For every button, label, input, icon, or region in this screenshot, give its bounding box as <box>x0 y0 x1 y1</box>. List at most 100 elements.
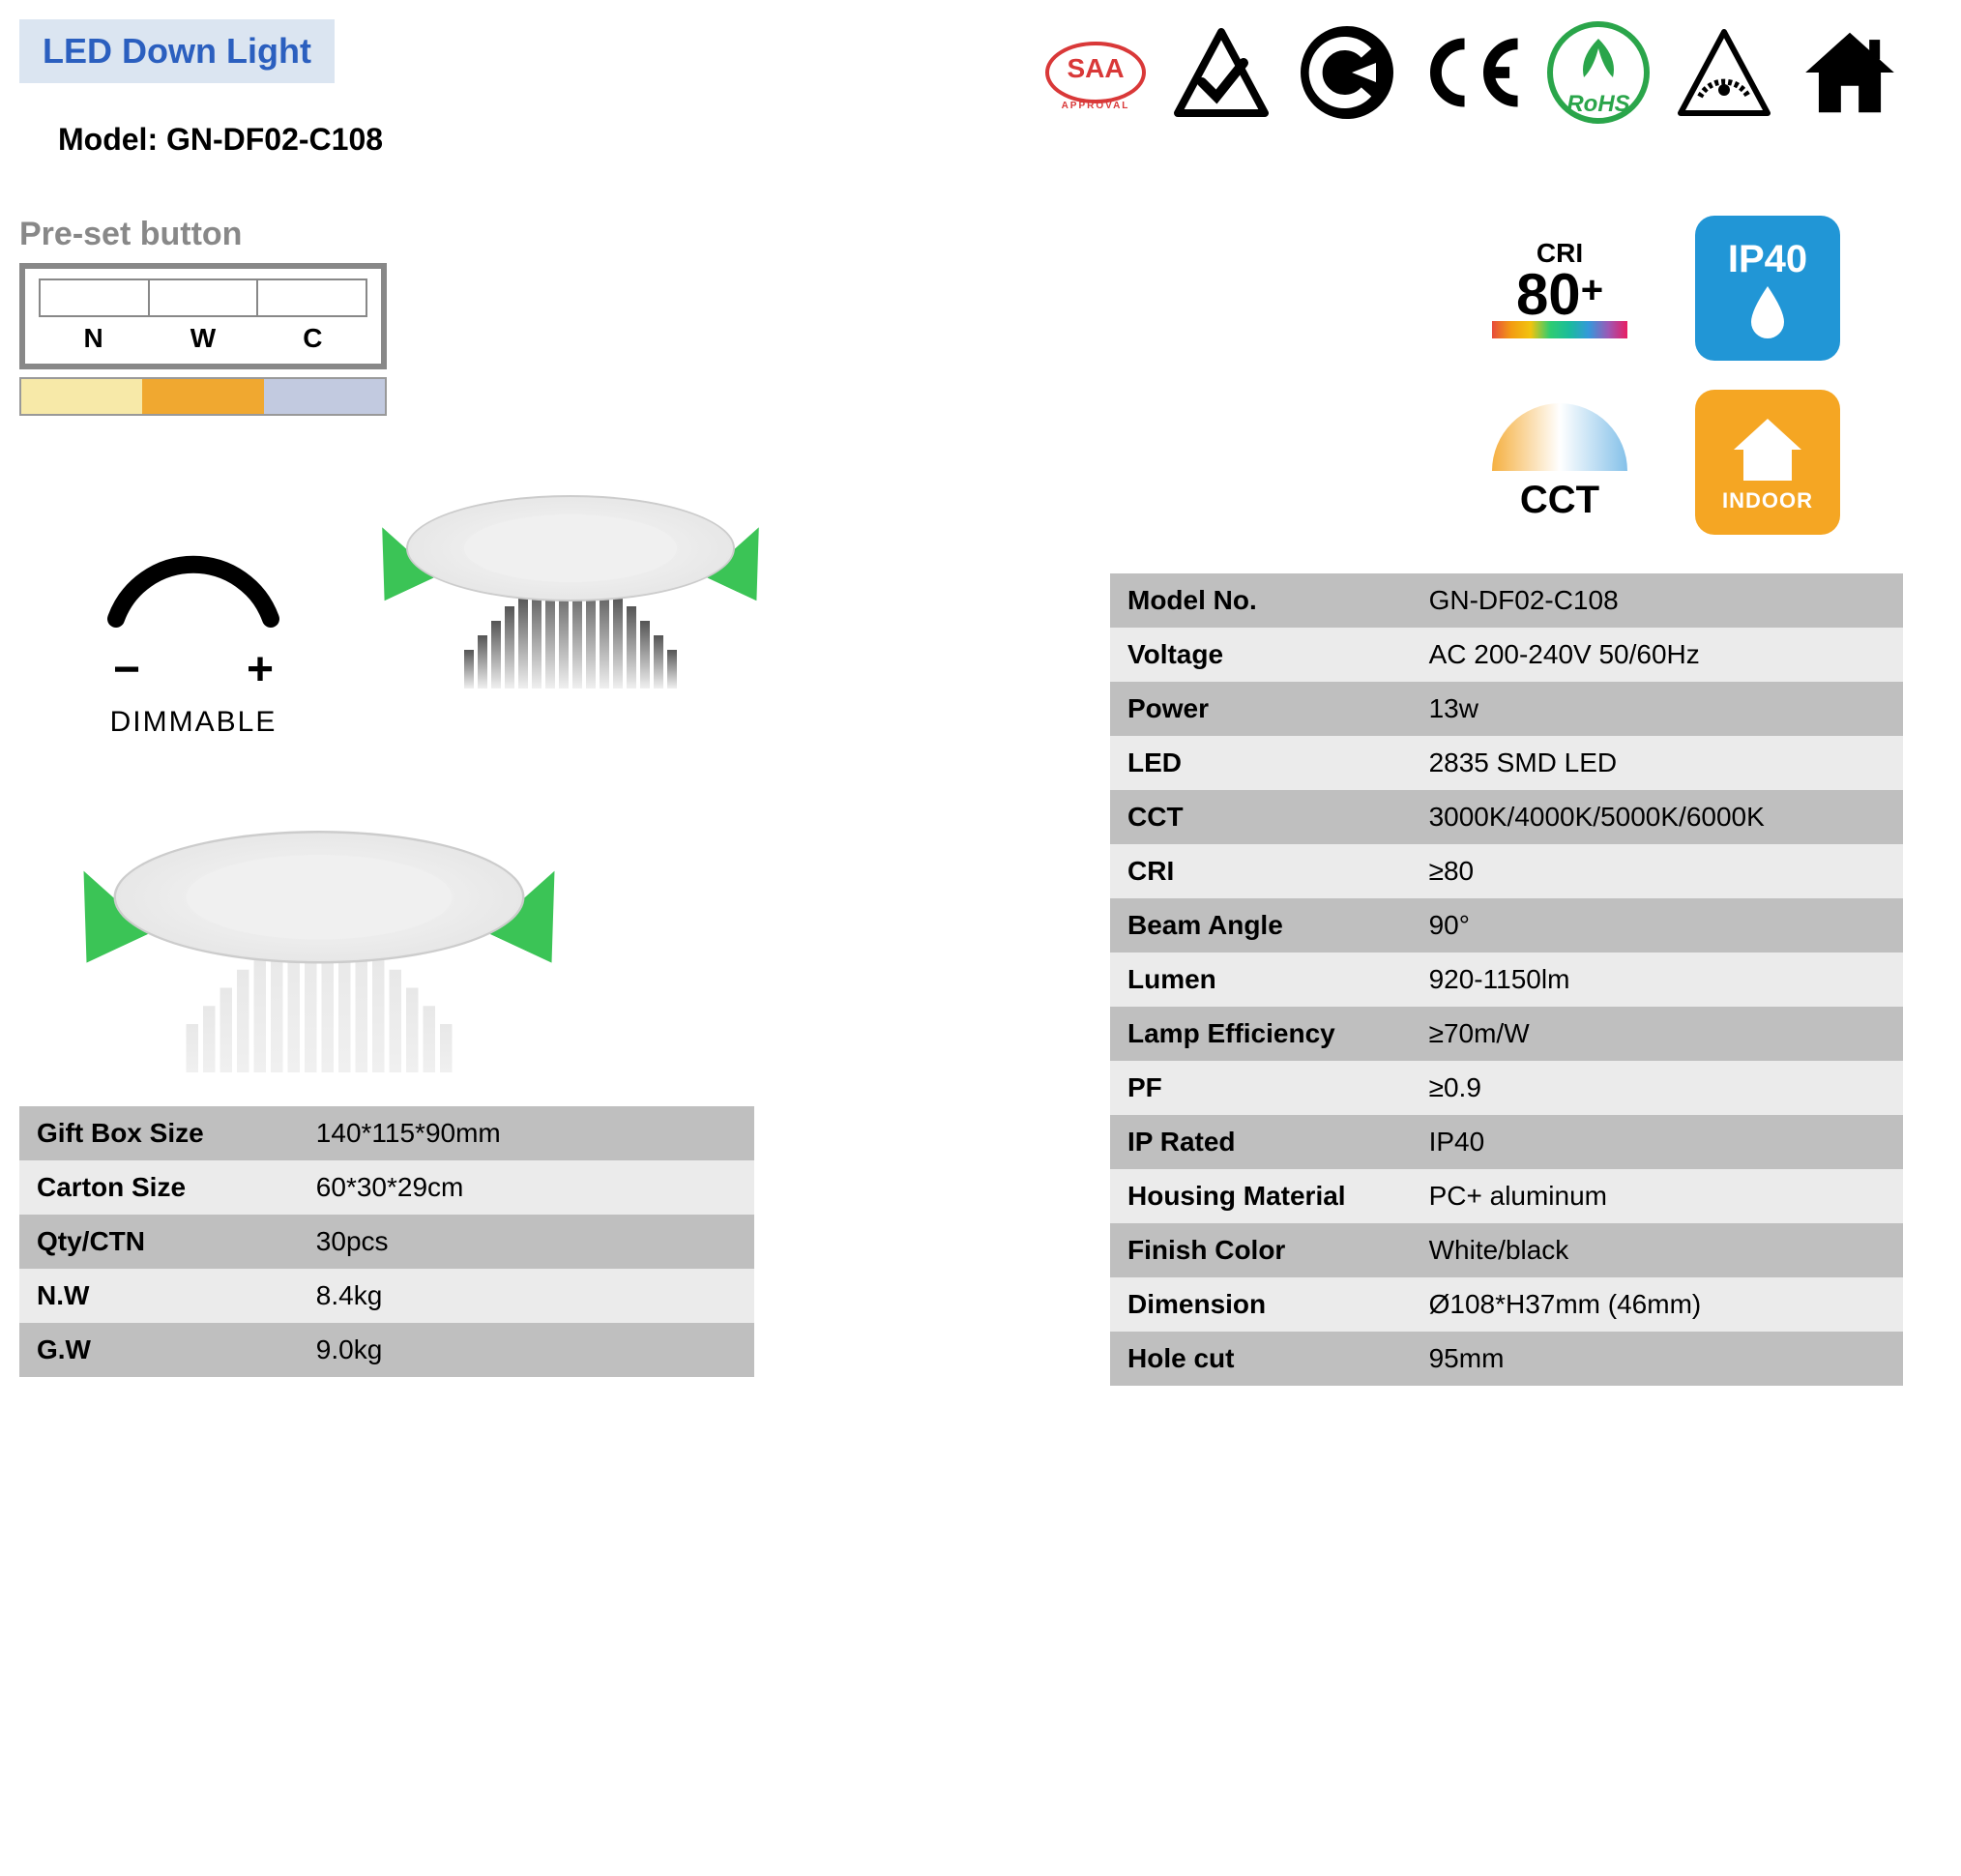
spec-value: ≥70m/W <box>1412 1007 1903 1061</box>
spec-key: Beam Angle <box>1110 898 1412 953</box>
dim-plus: + <box>247 643 274 696</box>
preset-cell-n <box>41 280 150 315</box>
spec-value: White/black <box>1412 1223 1903 1277</box>
color-seg-neutral <box>142 379 263 414</box>
pack-value: 8.4kg <box>299 1269 754 1323</box>
rcm-icon <box>1168 19 1274 126</box>
spec-value: AC 200-240V 50/60Hz <box>1412 628 1903 682</box>
certification-row: SAA APPROVAL <box>1042 19 1903 126</box>
spec-key: IP Rated <box>1110 1115 1412 1169</box>
pack-row: N.W8.4kg <box>19 1269 754 1323</box>
spec-value: ≥0.9 <box>1412 1061 1903 1115</box>
preset-cell-c <box>258 280 366 315</box>
spec-key: CCT <box>1110 790 1412 844</box>
preset-letter-n: N <box>39 323 148 354</box>
spec-key: Voltage <box>1110 628 1412 682</box>
spec-row: Finish ColorWhite/black <box>1110 1223 1903 1277</box>
indoor-label: INDOOR <box>1722 488 1813 513</box>
spec-row: CCT3000K/4000K/5000K/6000K <box>1110 790 1903 844</box>
spec-row: Lumen920-1150lm <box>1110 953 1903 1007</box>
spec-row: CRI≥80 <box>1110 844 1903 898</box>
preset-letter-c: C <box>258 323 367 354</box>
spec-key: Lamp Efficiency <box>1110 1007 1412 1061</box>
pack-value: 60*30*29cm <box>299 1160 754 1215</box>
spec-row: PF≥0.9 <box>1110 1061 1903 1115</box>
cct-badge: CCT <box>1478 390 1642 535</box>
spec-row: Hole cut95mm <box>1110 1332 1903 1386</box>
pack-row: Qty/CTN30pcs <box>19 1215 754 1269</box>
dim-minus: − <box>113 643 140 696</box>
pack-row: G.W9.0kg <box>19 1323 754 1377</box>
product-image-white-heatsink <box>66 806 573 1097</box>
model-number: GN-DF02-C108 <box>166 122 383 157</box>
preset-title: Pre-set button <box>19 216 890 253</box>
svg-text:RoHS: RoHS <box>1566 91 1629 117</box>
spec-key: Finish Color <box>1110 1223 1412 1277</box>
spec-value: 3000K/4000K/5000K/6000K <box>1412 790 1903 844</box>
cri-value: 80 <box>1516 269 1581 321</box>
color-seg-cool <box>264 379 385 414</box>
cct-arc <box>1492 403 1627 471</box>
dimmable-symbol: − + DIMMABLE <box>58 503 329 739</box>
cct-label: CCT <box>1520 479 1599 522</box>
rohs-icon: RoHS <box>1545 19 1652 126</box>
ip-label: IP40 <box>1728 238 1807 281</box>
spec-value: 95mm <box>1412 1332 1903 1386</box>
svg-text:SAA: SAA <box>1067 53 1124 83</box>
spec-key: Power <box>1110 682 1412 736</box>
spec-row: Model No.GN-DF02-C108 <box>1110 573 1903 628</box>
pack-key: Carton Size <box>19 1160 299 1215</box>
spec-key: Lumen <box>1110 953 1412 1007</box>
spec-row: Housing MaterialPC+ aluminum <box>1110 1169 1903 1223</box>
ip-badge: IP40 <box>1695 216 1840 361</box>
spec-key: Hole cut <box>1110 1332 1412 1386</box>
ce-icon <box>1420 19 1526 126</box>
cri-rainbow <box>1492 321 1627 338</box>
color-seg-warm <box>21 379 142 414</box>
spec-value: IP40 <box>1412 1115 1903 1169</box>
product-category-tag: LED Down Light <box>19 19 335 83</box>
indoor-badge: INDOOR <box>1695 390 1840 535</box>
specification-table: Model No.GN-DF02-C108VoltageAC 200-240V … <box>1110 573 1903 1386</box>
pack-key: N.W <box>19 1269 299 1323</box>
spec-key: Dimension <box>1110 1277 1412 1332</box>
spec-value: GN-DF02-C108 <box>1412 573 1903 628</box>
saa-icon: SAA APPROVAL <box>1042 19 1149 126</box>
model-prefix: Model: <box>58 122 166 157</box>
spec-row: LED2835 SMD LED <box>1110 736 1903 790</box>
spec-key: Housing Material <box>1110 1169 1412 1223</box>
pack-key: G.W <box>19 1323 299 1377</box>
preset-switch-diagram: N W C <box>19 263 387 369</box>
dimmable-label: DIMMABLE <box>58 706 329 739</box>
svg-text:APPROVAL: APPROVAL <box>1062 101 1130 111</box>
spec-value: Ø108*H37mm (46mm) <box>1412 1277 1903 1332</box>
pack-key: Gift Box Size <box>19 1106 299 1160</box>
pack-value: 9.0kg <box>299 1323 754 1377</box>
spec-key: Model No. <box>1110 573 1412 628</box>
spec-row: IP RatedIP40 <box>1110 1115 1903 1169</box>
preset-letter-w: W <box>148 323 257 354</box>
house-icon <box>1797 19 1903 126</box>
ctick-icon <box>1294 19 1400 126</box>
spec-key: LED <box>1110 736 1412 790</box>
preset-cell-w <box>150 280 259 315</box>
cri-badge: CRI 80 + <box>1478 216 1642 361</box>
pack-key: Qty/CTN <box>19 1215 299 1269</box>
color-temp-strip <box>19 377 387 416</box>
spec-value: ≥80 <box>1412 844 1903 898</box>
spec-value: 13w <box>1412 682 1903 736</box>
product-image-black-heatsink <box>367 476 774 708</box>
pack-value: 30pcs <box>299 1215 754 1269</box>
dimmable-cert-icon <box>1671 19 1777 126</box>
spec-row: Lamp Efficiency≥70m/W <box>1110 1007 1903 1061</box>
feature-badges: CRI 80 + IP40 CCT IN <box>1478 216 1884 535</box>
packaging-table: Gift Box Size140*115*90mmCarton Size60*3… <box>19 1106 754 1377</box>
cri-plus: + <box>1581 269 1603 312</box>
spec-row: DimensionØ108*H37mm (46mm) <box>1110 1277 1903 1332</box>
model-line: Model: GN-DF02-C108 <box>58 122 383 158</box>
pack-row: Gift Box Size140*115*90mm <box>19 1106 754 1160</box>
pack-row: Carton Size60*30*29cm <box>19 1160 754 1215</box>
spec-value: 920-1150lm <box>1412 953 1903 1007</box>
spec-row: Beam Angle90° <box>1110 898 1903 953</box>
spec-value: 2835 SMD LED <box>1412 736 1903 790</box>
